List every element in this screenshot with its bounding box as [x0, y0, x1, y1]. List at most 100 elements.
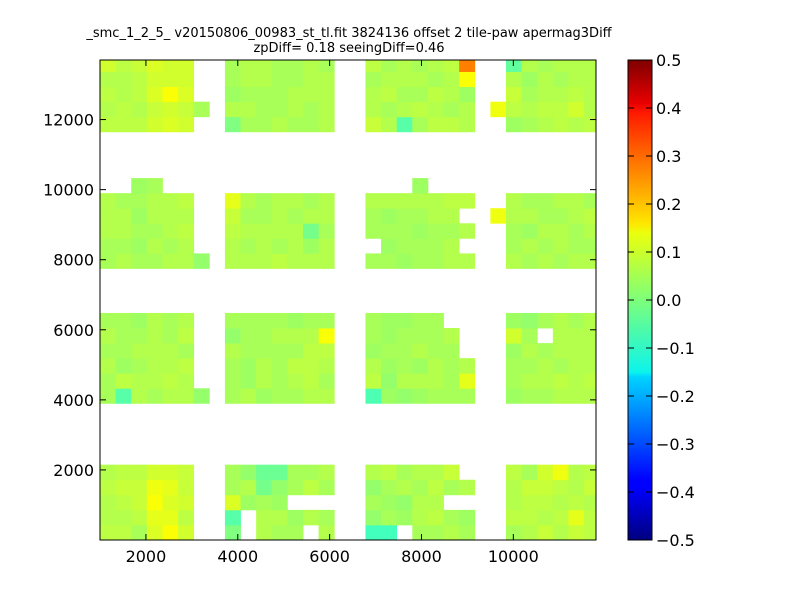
heatmap-cell — [115, 193, 132, 209]
heatmap-cell — [224, 71, 241, 88]
heatmap-cell — [521, 86, 538, 103]
heatmap-cell — [178, 253, 195, 269]
heatmap-cell — [224, 494, 241, 511]
heatmap-cell — [318, 328, 335, 344]
heatmap-cell — [396, 60, 413, 72]
heatmap-cell — [537, 253, 554, 269]
heatmap-cell — [287, 373, 304, 389]
heatmap-cell — [537, 373, 554, 389]
heatmap-cell — [412, 223, 429, 239]
heatmap-cell — [365, 223, 382, 239]
heatmap-cell — [584, 464, 597, 481]
heatmap-cell — [568, 60, 585, 72]
heatmap-cell — [115, 60, 132, 72]
heatmap-cell — [443, 223, 460, 239]
heatmap-cell — [584, 223, 597, 239]
heatmap-cell — [302, 509, 319, 526]
heatmap-cell — [287, 358, 304, 374]
heatmap-cell — [537, 223, 554, 239]
heatmap-cell — [443, 71, 460, 88]
heatmap-cell — [584, 312, 597, 329]
heatmap-cell — [146, 328, 163, 344]
heatmap-cell — [256, 328, 273, 344]
heatmap-cell — [100, 524, 117, 541]
heatmap-cell — [178, 208, 195, 224]
heatmap-cell — [412, 388, 429, 404]
heatmap-cell — [100, 86, 117, 103]
heatmap-cell — [381, 343, 398, 359]
heatmap-cell — [146, 101, 163, 118]
heatmap-cell — [505, 193, 522, 209]
colorbar-tick-label: −0.3 — [656, 435, 695, 454]
heatmap-cell — [521, 223, 538, 239]
heatmap-cell — [396, 71, 413, 88]
heatmap-cell — [146, 223, 163, 239]
heatmap-cell — [584, 60, 597, 72]
heatmap-cell — [568, 343, 585, 359]
heatmap-cell — [568, 86, 585, 103]
heatmap-cell — [427, 253, 444, 269]
heatmap-cell — [427, 524, 444, 541]
heatmap-cell — [381, 116, 398, 133]
heatmap-cell — [178, 312, 195, 329]
heatmap-cell — [412, 208, 429, 224]
colorbar-tick-label: 0.5 — [656, 51, 681, 70]
heatmap-cell — [381, 71, 398, 88]
heatmap-cell — [584, 358, 597, 374]
heatmap-cell — [271, 116, 288, 133]
colorbar-tick-label: 0.0 — [656, 291, 681, 310]
heatmap-cell — [115, 343, 132, 359]
heatmap-cell — [146, 86, 163, 103]
heatmap-cell — [459, 116, 476, 133]
heatmap-cell — [318, 86, 335, 103]
heatmap-cell — [224, 328, 241, 344]
heatmap-cell — [427, 358, 444, 374]
heatmap-cell — [427, 208, 444, 224]
heatmap-cell — [271, 388, 288, 404]
x-tick-label: 10000 — [488, 547, 539, 566]
heatmap-cell — [146, 343, 163, 359]
heatmap-cell — [131, 178, 148, 194]
heatmap-cell — [396, 464, 413, 481]
colorbar-tick-label: 0.2 — [656, 195, 681, 214]
heatmap-cell — [302, 116, 319, 133]
heatmap-cell — [318, 238, 335, 254]
heatmap-cell — [412, 116, 429, 133]
heatmap-cell — [365, 509, 382, 526]
heatmap-cell — [365, 193, 382, 209]
heatmap-cell — [131, 358, 148, 374]
heatmap-cell — [131, 223, 148, 239]
heatmap-cell — [443, 101, 460, 118]
heatmap-cell — [459, 193, 476, 209]
heatmap-cell — [412, 479, 429, 496]
heatmap-cell — [256, 101, 273, 118]
heatmap-cell — [302, 312, 319, 329]
heatmap-cell — [505, 509, 522, 526]
heatmap-cell — [584, 116, 597, 133]
heatmap-cell — [224, 208, 241, 224]
heatmap-cell — [521, 358, 538, 374]
heatmap-cell — [365, 101, 382, 118]
x-axis: 2000 4000 6000 8000 10000 — [126, 60, 539, 566]
heatmap-cell — [427, 388, 444, 404]
heatmap-cell — [146, 479, 163, 496]
heatmap-cell — [131, 193, 148, 209]
heatmap-cell — [459, 101, 476, 118]
heatmap-cell — [302, 208, 319, 224]
heatmap-cell — [240, 343, 257, 359]
heatmap-cell — [224, 116, 241, 133]
heatmap-cell — [427, 479, 444, 496]
heatmap-cell — [568, 524, 585, 541]
heatmap-cell — [412, 524, 429, 541]
heatmap-cell — [381, 86, 398, 103]
heatmap-cell — [302, 358, 319, 374]
heatmap-cell — [162, 60, 179, 72]
heatmap-cell — [505, 253, 522, 269]
heatmap-cell — [131, 253, 148, 269]
colorbar-tick-label: 0.3 — [656, 147, 681, 166]
heatmap-cell — [162, 509, 179, 526]
heatmap-cell — [505, 116, 522, 133]
heatmap-cell — [552, 343, 569, 359]
heatmap-cell — [505, 494, 522, 511]
heatmap-cell — [302, 373, 319, 389]
